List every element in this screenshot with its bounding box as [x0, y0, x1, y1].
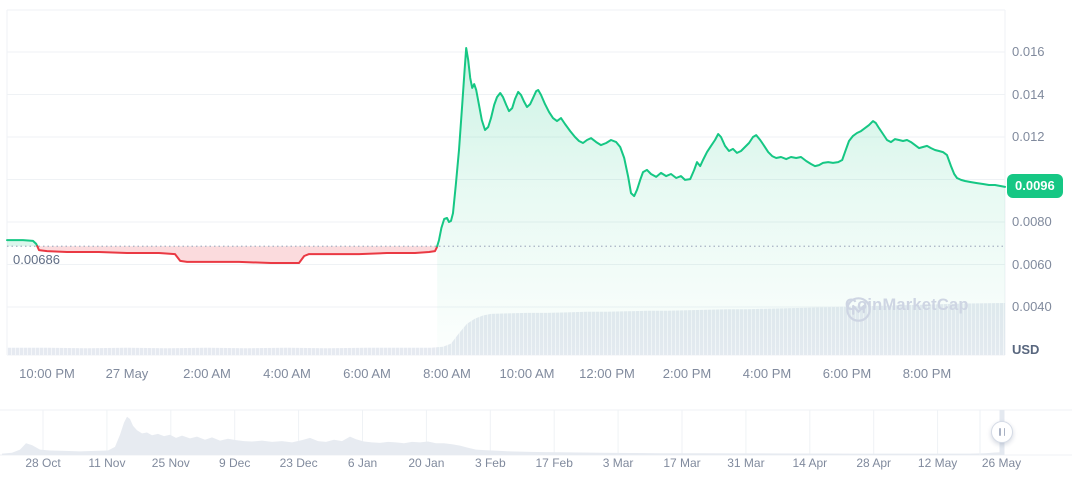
- navigator-date-label: 9 Dec: [219, 456, 251, 470]
- navigator-date-label: 17 Feb: [535, 456, 573, 470]
- navigator-date-label: 3 Feb: [474, 456, 506, 470]
- baseline-value-label: 0.00686: [13, 252, 60, 267]
- navigator-date-label: 28 Apr: [856, 456, 892, 470]
- navigator-date-label: 3 Mar: [602, 456, 634, 470]
- x-axis-tick-label: 8:00 PM: [902, 366, 952, 381]
- navigator-area: [2, 416, 1001, 455]
- watermark-brand-text: CoinMarketCap: [845, 296, 969, 314]
- x-axis-tick-label: 2:00 PM: [662, 366, 712, 381]
- navigator-date-label: 11 Nov: [88, 456, 126, 470]
- x-axis-tick-label: 27 May: [105, 366, 149, 381]
- watermark: CoinMarketCap: [845, 296, 969, 322]
- y-axis-tick-label: 0.014: [1012, 86, 1045, 102]
- x-axis-tick-label: 2:00 AM: [183, 366, 231, 381]
- x-axis-tick-label: 6:00 PM: [822, 366, 872, 381]
- price-line-down: [36, 245, 439, 264]
- range-slider-area[interactable]: [0, 410, 1072, 455]
- x-axis-tick-label: 8:00 AM: [423, 366, 471, 381]
- price-line-up: [436, 47, 1006, 248]
- y-axis-tick-label: 0.0040: [1012, 299, 1052, 314]
- price-line-up: [6, 239, 39, 248]
- x-axis-tick-label: 10:00 PM: [19, 366, 75, 381]
- x-axis-tick-label: 6:00 AM: [343, 366, 391, 381]
- currency-unit-label: USD: [1012, 342, 1040, 357]
- navigator-date-label: 26 May: [981, 456, 1022, 470]
- x-axis-tick-label: 4:00 PM: [742, 366, 792, 381]
- navigator-date-label: 14 Apr: [792, 456, 828, 470]
- navigator-date-label: 25 Nov: [151, 456, 190, 470]
- x-axis-tick-label: 12:00 PM: [579, 366, 635, 381]
- navigator-date-label: 12 May: [917, 456, 958, 470]
- price-area-down: [37, 246, 438, 263]
- navigator-date-label: 31 Mar: [727, 456, 765, 470]
- price-area-up: [437, 48, 1005, 355]
- y-axis-tick-label: 0.016: [1012, 44, 1045, 59]
- y-axis-tick-label: 0.0080: [1012, 214, 1052, 229]
- y-axis-tick-label: 0.012: [1012, 129, 1045, 144]
- navigator-date-label: 23 Dec: [279, 456, 318, 470]
- navigator-date-label: 28 Oct: [25, 456, 61, 470]
- y-axis-tick-label: 0.0060: [1012, 256, 1052, 272]
- slider-handle-grip-icon: [1003, 428, 1005, 436]
- x-axis-tick-label: 4:00 AM: [263, 366, 311, 381]
- slider-handle-grip-icon: [999, 428, 1001, 436]
- range-slider-handle[interactable]: [991, 421, 1013, 443]
- current-price-badge: 0.0096: [1007, 174, 1063, 198]
- coinmarketcap-logo-icon: [846, 297, 871, 322]
- navigator-date-label: 6 Jan: [347, 456, 378, 470]
- x-axis-tick-label: 10:00 AM: [499, 366, 555, 381]
- navigator-date-label: 20 Jan: [408, 456, 445, 470]
- navigator-date-label: 17 Mar: [663, 456, 701, 470]
